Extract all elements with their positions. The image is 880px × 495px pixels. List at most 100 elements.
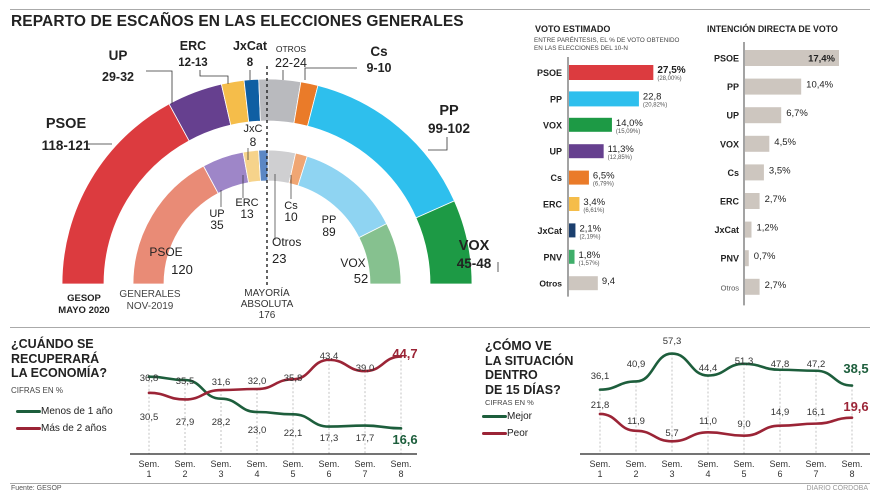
situacion-tick-label-3-b: 4 [705,469,710,479]
voto-estimado-category-7: PNV [543,252,562,262]
inner-label-name-pp: PP [322,214,337,226]
outer-label-name-otros: OTROS [276,44,307,54]
outer-label-name-erc: ERC [180,39,206,53]
inner-label-seats-cs: 10 [284,210,298,224]
voto-estimado-previous-4: (6,79%) [593,182,614,188]
economia-title: ¿CUÁNDO SE RECUPERARÁ LA ECONOMÍA? [11,337,107,381]
outer-label-name-up: UP [109,48,128,63]
intencion-directa-value-7: 0,7% [754,251,776,262]
intencion-directa-category-8: Otros [721,283,740,292]
economia-tick-label-3-b: 4 [254,469,259,479]
intencion-directa-value-6: 1,2% [756,223,778,234]
economia-tick-label-5-b: 6 [326,469,331,479]
economia-title-line-1: ¿CUÁNDO SE [11,337,94,351]
situacion-tick-label-0-b: 1 [597,469,602,479]
voto-estimado-bar-1 [569,91,639,107]
voto-estimado-previous-3: (12,85%) [608,155,632,161]
economia-legend-item-0: Menos de 1 año [16,406,113,417]
economia-data-label-1-5: 43,4 [320,351,339,362]
voto-estimado-chart: PSOE 27,5%(28,00%)PP 22,8(20,82%)VOX 14,0%(… [537,57,686,297]
intencion-directa-category-5: ERC [720,197,740,207]
intencion-directa-category-3: VOX [720,139,739,149]
situacion-series-line-1 [598,412,854,443]
intencion-directa-value-8: 2,7% [765,280,787,291]
intencion-directa-value-1: 10,4% [806,80,833,91]
situacion-tick-label-0-a: Sem. [589,459,610,469]
source-note: Fuente: GESOP [11,485,62,492]
economia-unit-label: CIFRAS EN % [11,386,64,395]
legend-swatch-peor [482,432,507,435]
voto-estimado-category-4: Cs [550,173,562,183]
inner-label-seats-pp: 89 [322,225,336,239]
inner-label-seats-psoe: 120 [171,262,193,277]
economia-tick-label-7-a: Sem. [390,459,411,469]
economia-data-label-1-2: 31,6 [212,377,231,388]
situacion-data-label-0-7: 38,5 [843,361,868,376]
voto-estimado-bar-8 [569,276,598,291]
majority-label-2: 176 [259,310,276,321]
situacion-data-label-0-5: 47,8 [771,359,790,370]
intencion-directa-bar-1 [745,78,802,95]
outer-leader-up [146,70,173,104]
situacion-tick-label-5-b: 6 [777,469,782,479]
economia-tick-label-3-a: Sem. [246,459,267,469]
voto-estimado-bar-2 [569,117,612,132]
voto-estimado-bar-0 [569,65,654,80]
economia-title-line-3: LA ECONOMÍA? [11,366,108,380]
intencion-directa-bar-4 [745,164,764,181]
economia-data-label-0-6: 17,7 [356,433,375,444]
voto-estimado-value-7: 1,8% [579,250,601,261]
economia-data-label-0-7: 16,6 [392,432,417,447]
situacion-data-label-1-6: 16,1 [807,407,826,418]
situacion-series-line-0 [598,352,854,391]
outer-label-name-vox: VOX [459,238,490,254]
voto-estimado-value-0: 27,5% [657,65,685,76]
inner-label-name-erc: ERC [235,197,258,209]
footer-rule [10,483,870,484]
voto-estimado-previous-6: (2,19%) [579,234,600,240]
situacion-title: ¿CÓMO VE LA SITUACIÓN DENTRO DE 15 DÍAS? [485,339,573,397]
economia-data-label-1-0: 30,5 [140,412,159,423]
situacion-data-label-1-0: 21,8 [591,400,610,411]
outer-ring-label-0: GESOP [67,293,101,304]
voto-estimado-value-5: 3,4% [583,197,605,208]
outer-label-range-erc: 12-13 [178,57,207,69]
economia-data-label-1-3: 32,0 [248,376,267,387]
situacion-data-label-1-1: 11,9 [627,416,645,427]
situacion-data-label-1-7: 19,6 [843,399,868,414]
outer-label-range-vox: 45-48 [457,256,492,271]
situacion-legend-item-0: Mejor [482,411,532,422]
intencion-directa-category-6: JxCat [714,225,739,235]
outer-label-range-cs: 9-10 [366,61,391,75]
outer-leader-pp [428,137,448,151]
situacion-tick-label-4-a: Sem. [733,459,754,469]
voto-estimado-category-2: VOX [543,120,562,130]
situacion-tick-label-2-b: 3 [669,469,674,479]
situacion-data-label-0-2: 57,3 [663,336,682,347]
outer-label-name-jxcat: JxCat [233,39,268,53]
intencion-directa-title: INTENCIÓN DIRECTA DE VOTO [707,24,838,34]
voto-estimado-bar-4 [569,170,589,185]
parliament-chart: MAYORÍAABSOLUTA176PSOE118-121UP29-32ERC1… [42,39,499,321]
voto-estimado-value-8: 9,4 [602,276,615,287]
economia-series-line-1 [147,355,403,401]
voto-estimado-title: VOTO ESTIMADO [535,24,611,34]
economia-tick-label-2-a: Sem. [210,459,231,469]
voto-estimado-previous-7: (1,57%) [579,261,600,267]
economia-tick-label-1-a: Sem. [174,459,195,469]
voto-estimado-subtitle-2: EN LAS ELECCIONES DEL 10-N [534,45,628,52]
situacion-data-label-0-6: 47,2 [807,359,826,370]
economia-data-label-0-2: 28,2 [212,417,231,428]
intencion-directa-chart: PSOE 17,4% PP 10,4% UP 6,7% VOX 4,5% Cs 3,5% ERC 2,… [714,42,839,306]
inner-label-name-up: UP [209,208,224,220]
economia-title-line-2: RECUPERARÁ [11,351,100,366]
voto-estimado-previous-5: (6,61%) [583,208,604,214]
situacion-tick-label-6-b: 7 [813,469,818,479]
inner-ring-label-1: NOV-2019 [127,301,174,312]
outer-label-range-up: 29-32 [102,70,134,84]
situacion-tick-label-5-a: Sem. [769,459,790,469]
parliament-title: REPARTO DE ESCAÑOS EN LAS ELECCIONES GEN… [11,13,464,30]
credit: DIARIO CÓRDOBA [806,485,868,492]
intencion-directa-bar-6 [745,221,752,238]
inner-label-name-jxc: JxC [244,123,263,135]
